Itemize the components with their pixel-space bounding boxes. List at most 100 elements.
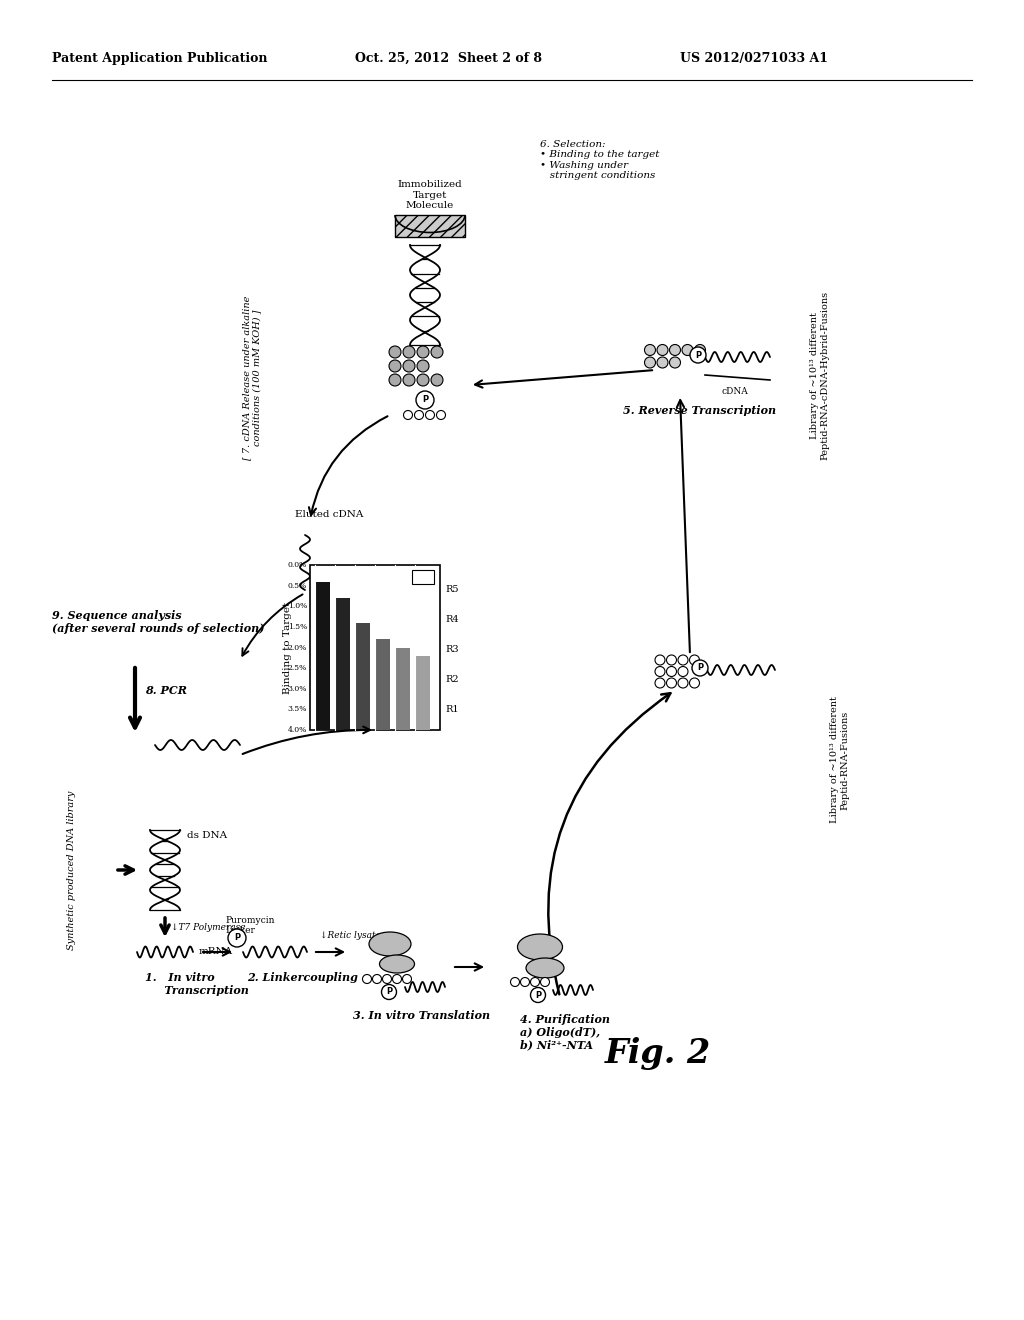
Circle shape (403, 360, 415, 372)
Circle shape (389, 374, 401, 385)
Text: Library of ~10¹³ different
Peptid-RNA-cDNA-Hybrid-Fusions: Library of ~10¹³ different Peptid-RNA-cD… (810, 290, 829, 459)
Ellipse shape (380, 954, 415, 973)
Circle shape (644, 345, 655, 355)
Text: Immobilized
Target
Molecule: Immobilized Target Molecule (397, 181, 463, 210)
Circle shape (511, 978, 519, 986)
Circle shape (403, 411, 413, 420)
Circle shape (678, 678, 688, 688)
Circle shape (392, 974, 401, 983)
Circle shape (657, 356, 668, 368)
Circle shape (530, 978, 540, 986)
Text: ds DNA: ds DNA (187, 830, 227, 840)
Text: 0.5%: 0.5% (288, 582, 307, 590)
Text: 6. Selection:
• Binding to the target
• Washing under
   stringent conditions: 6. Selection: • Binding to the target • … (540, 140, 659, 181)
Text: 2.5%: 2.5% (288, 664, 307, 672)
Text: 3.5%: 3.5% (288, 705, 307, 713)
Text: 1.   In vitro
     Transcription: 1. In vitro Transcription (145, 972, 249, 995)
Circle shape (382, 985, 396, 999)
Text: 8. PCR: 8. PCR (145, 685, 187, 696)
Text: cDNA: cDNA (722, 387, 749, 396)
Text: 3.0%: 3.0% (288, 685, 307, 693)
Circle shape (667, 667, 677, 676)
Circle shape (436, 411, 445, 420)
Text: R2: R2 (445, 676, 459, 685)
Circle shape (541, 978, 550, 986)
Circle shape (670, 345, 681, 355)
Circle shape (530, 987, 546, 1002)
Text: P: P (386, 987, 392, 997)
Text: Synthetic produced DNA library: Synthetic produced DNA library (68, 791, 77, 949)
Circle shape (667, 678, 677, 688)
Ellipse shape (369, 932, 411, 956)
Circle shape (417, 360, 429, 372)
Text: R1: R1 (445, 705, 459, 714)
Text: 4. Purification
a) Oligo(dT),
b) Ni²⁺-NTA: 4. Purification a) Oligo(dT), b) Ni²⁺-NT… (520, 1014, 610, 1051)
Circle shape (389, 346, 401, 358)
Text: 2.0%: 2.0% (288, 644, 307, 652)
Circle shape (403, 346, 415, 358)
Bar (375, 639, 390, 730)
Bar (335, 598, 350, 730)
Circle shape (415, 411, 424, 420)
Circle shape (644, 356, 655, 368)
Text: [ 7. cDNA Release under alkaline
conditions (100 mM KOH) ]: [ 7. cDNA Release under alkaline conditi… (243, 296, 262, 459)
Circle shape (426, 411, 434, 420)
Circle shape (228, 929, 246, 946)
Bar (412, 570, 434, 583)
Circle shape (403, 374, 415, 385)
Circle shape (690, 347, 706, 363)
Circle shape (655, 667, 665, 676)
Text: 4.0%: 4.0% (288, 726, 307, 734)
Text: Oct. 25, 2012  Sheet 2 of 8: Oct. 25, 2012 Sheet 2 of 8 (355, 51, 542, 65)
Circle shape (694, 345, 706, 355)
Circle shape (362, 974, 372, 983)
Bar (310, 565, 440, 730)
Circle shape (689, 655, 699, 665)
Text: US 2012/0271033 A1: US 2012/0271033 A1 (680, 51, 828, 65)
Circle shape (678, 667, 688, 676)
Circle shape (655, 678, 665, 688)
Text: Binding to Target: Binding to Target (284, 602, 293, 693)
Circle shape (417, 374, 429, 385)
Circle shape (402, 974, 412, 983)
Bar (355, 623, 370, 730)
Text: ↓T7 Polymerase: ↓T7 Polymerase (171, 923, 246, 932)
Text: R4: R4 (445, 615, 459, 624)
Circle shape (689, 678, 699, 688)
Text: P: P (695, 351, 701, 359)
Text: ↓Retic lysate: ↓Retic lysate (319, 931, 381, 940)
Circle shape (417, 346, 429, 358)
Text: P: P (422, 396, 428, 404)
Circle shape (692, 660, 708, 676)
Text: P: P (233, 933, 240, 942)
Circle shape (678, 655, 688, 665)
Circle shape (431, 374, 443, 385)
Circle shape (431, 346, 443, 358)
Ellipse shape (517, 935, 562, 960)
Text: P: P (535, 990, 541, 999)
Bar (395, 215, 465, 238)
Text: 3. In vitro Translation: 3. In vitro Translation (353, 1010, 490, 1020)
Text: 0.0%: 0.0% (288, 561, 307, 569)
Text: 9. Sequence analysis
(after several rounds of selection): 9. Sequence analysis (after several roun… (52, 610, 264, 634)
Text: 5. Reverse Transcription: 5. Reverse Transcription (624, 405, 776, 416)
Text: mRNA: mRNA (199, 948, 233, 957)
Text: Patent Application Publication: Patent Application Publication (52, 51, 267, 65)
Text: Eluted cDNA: Eluted cDNA (295, 510, 364, 519)
Text: Fig. 2: Fig. 2 (605, 1038, 712, 1071)
Text: R5: R5 (445, 586, 459, 594)
Text: R3: R3 (445, 645, 459, 655)
Circle shape (383, 974, 391, 983)
Circle shape (657, 345, 668, 355)
Text: 1.0%: 1.0% (288, 602, 307, 610)
Bar (415, 656, 430, 730)
Circle shape (670, 356, 681, 368)
Text: P: P (697, 664, 703, 672)
Circle shape (655, 655, 665, 665)
Text: 2. Linkercoupling: 2. Linkercoupling (247, 972, 357, 983)
Text: Puromycin
Linker: Puromycin Linker (225, 916, 274, 936)
Circle shape (416, 391, 434, 409)
Bar (315, 582, 330, 730)
Circle shape (667, 655, 677, 665)
Text: 1.5%: 1.5% (288, 623, 307, 631)
